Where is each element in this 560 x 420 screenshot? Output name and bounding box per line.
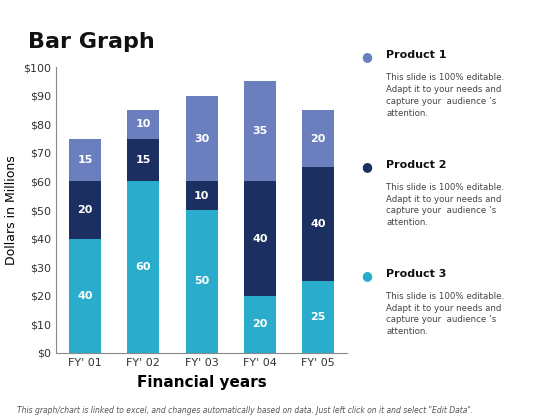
Text: Product 2: Product 2 xyxy=(386,160,447,170)
Bar xyxy=(127,110,160,139)
Bar xyxy=(127,181,160,353)
Text: ●: ● xyxy=(361,50,372,63)
Bar xyxy=(244,181,276,296)
Text: 20: 20 xyxy=(252,319,268,329)
Bar xyxy=(244,81,276,181)
Bar xyxy=(302,167,334,281)
Bar xyxy=(185,210,218,353)
Text: ●: ● xyxy=(361,269,372,282)
Bar xyxy=(69,181,101,239)
Bar xyxy=(302,110,334,167)
Text: 30: 30 xyxy=(194,134,209,144)
Bar xyxy=(69,139,101,181)
Text: 20: 20 xyxy=(77,205,93,215)
X-axis label: Financial years: Financial years xyxy=(137,375,267,390)
Text: This slide is 100% editable.
Adapt it to your needs and
capture your  audience ’: This slide is 100% editable. Adapt it to… xyxy=(386,292,505,336)
Bar xyxy=(185,181,218,210)
Text: This slide is 100% editable.
Adapt it to your needs and
capture your  audience ’: This slide is 100% editable. Adapt it to… xyxy=(386,74,505,118)
Text: 20: 20 xyxy=(310,134,326,144)
Text: 40: 40 xyxy=(310,219,326,229)
Bar xyxy=(127,139,160,181)
Text: Product 3: Product 3 xyxy=(386,269,447,279)
Text: 60: 60 xyxy=(136,262,151,272)
Text: This slide is 100% editable.
Adapt it to your needs and
capture your  audience ’: This slide is 100% editable. Adapt it to… xyxy=(386,183,505,227)
Bar xyxy=(69,239,101,353)
Bar xyxy=(185,96,218,181)
Text: 35: 35 xyxy=(252,126,268,136)
Text: Product 1: Product 1 xyxy=(386,50,447,60)
Bar xyxy=(244,296,276,353)
Text: 10: 10 xyxy=(194,191,209,201)
Text: 40: 40 xyxy=(77,291,93,301)
Y-axis label: Dollars in Millions: Dollars in Millions xyxy=(4,155,17,265)
Text: 25: 25 xyxy=(310,312,326,322)
Text: 40: 40 xyxy=(252,234,268,244)
Text: 15: 15 xyxy=(77,155,93,165)
Bar xyxy=(302,281,334,353)
Text: This graph/chart is linked to excel, and changes automatically based on data. Ju: This graph/chart is linked to excel, and… xyxy=(17,406,473,415)
Text: 10: 10 xyxy=(136,119,151,129)
Text: 50: 50 xyxy=(194,276,209,286)
Text: 15: 15 xyxy=(136,155,151,165)
Text: ●: ● xyxy=(361,160,372,173)
Text: Bar Graph: Bar Graph xyxy=(28,32,155,52)
